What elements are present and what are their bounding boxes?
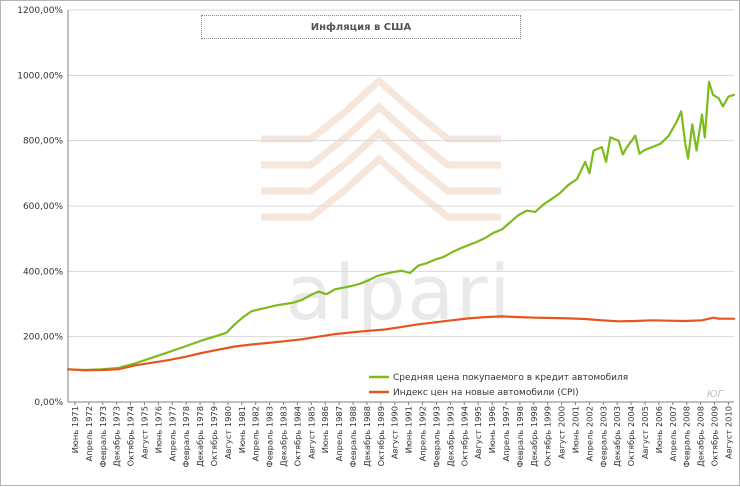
x-tick-label-36: Июнь 2001: [570, 406, 580, 453]
legend: Средняя цена покупаемого в кредит автомо…: [369, 373, 628, 398]
x-tick-label-0: Июнь 1971: [70, 406, 80, 453]
watermark-chevron-2: [261, 128, 501, 195]
x-tick-label-38: Февраль 2003: [598, 406, 608, 467]
x-tick-label-42: Июнь 2006: [654, 406, 664, 453]
x-tick-label-11: Август 1980: [223, 406, 233, 459]
y-tick-label-6: 1200,00%: [17, 6, 63, 16]
grid-lines: [68, 9, 734, 403]
y-tick-label-1: 200,00%: [23, 333, 63, 343]
x-tick-label-37: Апрель 2002: [584, 406, 594, 461]
x-tick-label-7: Апрель 1977: [167, 406, 177, 461]
x-tick-label-25: Апрель 1992: [418, 406, 428, 461]
x-tick-label-23: Август 1990: [390, 406, 400, 459]
x-tick-label-18: Июнь 1986: [320, 406, 330, 453]
chart-title: Инфляция в США: [310, 21, 412, 33]
x-tick-label-32: Февраль 1998: [515, 406, 525, 467]
x-tick-label-4: Октябрь 1974: [126, 406, 136, 466]
x-tick-label-24: Июнь 1991: [404, 406, 414, 453]
x-tick-label-44: Февраль 2008: [682, 406, 692, 467]
x-tick-label-41: Август 2005: [640, 406, 650, 459]
x-tick-label-5: Август 1975: [139, 406, 149, 459]
x-tick-label-29: Август 1995: [473, 406, 483, 459]
watermark-chevron-1: [261, 102, 501, 169]
x-tick-label-30: Июнь 1996: [487, 406, 497, 453]
x-tick-label-43: Апрель 2007: [668, 406, 678, 461]
y-tick-label-4: 800,00%: [23, 137, 63, 147]
y-tick-label-3: 600,00%: [23, 202, 63, 212]
watermark-mark-icon: [261, 76, 501, 221]
x-tick-label-39: Декабрь 2003: [612, 406, 622, 467]
y-tick-label-0: 0,00%: [34, 398, 63, 408]
signature-text: ЮГ: [707, 389, 725, 400]
x-axis-ticks: Июнь 1971 Апрель 1972 Февраль 1973 Декабрь …: [70, 402, 733, 467]
x-tick-label-28: Октябрь 1994: [459, 406, 469, 466]
x-tick-label-19: Апрель 1987: [334, 406, 344, 461]
x-tick-label-40: Октябрь 2004: [626, 406, 636, 466]
watermark-chevron-3: [261, 154, 501, 221]
x-tick-label-31: Апрель 1997: [501, 406, 511, 461]
x-tick-label-35: Август 2000: [557, 406, 567, 459]
legend-label-0: Средняя цена покупаемого в кредит автомо…: [393, 373, 628, 383]
watermark: alpari: [261, 76, 510, 337]
x-tick-label-10: Октябрь 1979: [209, 406, 219, 466]
x-tick-label-15: Декабрь 1983: [279, 406, 289, 467]
series-line-1: [66, 315, 736, 372]
x-tick-label-12: Июнь 1981: [237, 406, 247, 453]
x-tick-label-3: Декабрь 1973: [112, 406, 122, 467]
x-tick-label-21: Декабрь 1988: [362, 406, 372, 467]
x-tick-label-27: Декабрь 1993: [445, 406, 455, 467]
x-tick-label-1: Апрель 1972: [84, 406, 94, 461]
x-tick-label-16: Октябрь 1984: [292, 406, 302, 466]
x-tick-label-20: Февраль 1988: [348, 406, 358, 467]
watermark-chevron-0: [261, 76, 501, 143]
x-tick-label-6: Июнь 1976: [153, 406, 163, 453]
axes: [67, 10, 734, 403]
x-tick-label-17: Август 1985: [306, 406, 316, 459]
x-tick-label-45: Декабрь 2008: [696, 406, 706, 467]
y-tick-label-5: 1000,00%: [17, 71, 63, 81]
legend-label-1: Индекс цен на новые автомобили (CPI): [393, 388, 579, 398]
y-tick-label-2: 400,00%: [23, 267, 63, 277]
x-tick-label-26: Февраль 1993: [431, 406, 441, 467]
y-axis-ticks: 0,00% 200,00% 400,00% 600,00% 800,00% 1000,00…: [17, 6, 63, 408]
series-lines: [66, 80, 736, 372]
x-tick-label-22: Октябрь 1989: [376, 406, 386, 466]
series-line-0: [66, 80, 736, 372]
x-tick-label-47: Август 2010: [723, 406, 733, 459]
x-tick-label-14: Февраль 1983: [265, 406, 275, 467]
x-tick-label-34: Октябрь 1999: [543, 406, 553, 466]
x-tick-label-33: Декабрь 1998: [529, 406, 539, 467]
x-tick-label-9: Декабрь 1978: [195, 406, 205, 467]
chart-title-box: Инфляция в США: [201, 15, 521, 39]
x-tick-label-46: Октябрь 2009: [710, 406, 720, 466]
x-tick-label-2: Февраль 1973: [98, 406, 108, 467]
x-tick-label-8: Февраль 1978: [181, 406, 191, 467]
x-tick-label-13: Апрель 1982: [251, 406, 261, 461]
